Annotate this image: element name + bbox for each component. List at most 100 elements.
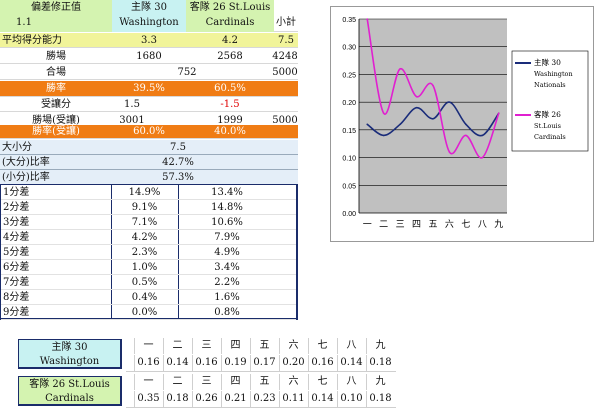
margin-away: 4.9% — [214, 247, 240, 258]
hwins-away: 1999 — [217, 115, 243, 126]
data-point — [448, 151, 451, 153]
line-chart: 0.00 0.05 0.10 0.15 0.20 0.25 0.30 0.35 一二三四五六七八… — [342, 17, 589, 230]
inning-header: 八 — [337, 338, 365, 354]
innings-home-label: 主隊 30 — [51, 342, 88, 353]
tie-total: 5000 — [272, 67, 298, 78]
inning-home-value: 0.16 — [134, 355, 162, 371]
tie-label: 合場 — [46, 67, 66, 78]
margin-row: 6分差 1.0% 3.4% — [1, 260, 296, 275]
avg-home: 3.3 — [141, 35, 157, 46]
hrate-label: 勝率(受讓) — [32, 126, 80, 137]
margin-label: 2分差 — [3, 202, 30, 213]
data-point — [382, 134, 385, 137]
margin-away: 10.6% — [211, 217, 243, 228]
handicap-label: 受讓分 — [41, 99, 71, 110]
home-label: 主隊 30 — [131, 2, 167, 13]
x-tick-label: 七 — [461, 219, 470, 230]
inning-header: 九 — [366, 374, 394, 390]
data-point — [366, 123, 369, 126]
inning-home-value: 0.18 — [366, 355, 394, 371]
data-point — [399, 68, 401, 70]
data-point — [465, 134, 467, 137]
winrate-home: 39.5% — [133, 83, 165, 94]
x-tick-label: 四 — [412, 220, 421, 230]
inning-header: 二 — [163, 374, 191, 390]
inning-header: 二 — [163, 338, 191, 354]
innings-away-label: 客隊 26 St.Louis — [29, 379, 110, 390]
margin-row: 9分差 0.0% 0.8% — [1, 305, 296, 320]
margin-label: 8分差 — [3, 292, 30, 303]
data-point — [415, 95, 418, 98]
wins-home: 1680 — [136, 51, 162, 62]
tie-value: 752 — [177, 67, 197, 78]
handicap-home: 1.5 — [124, 99, 140, 110]
inning-header: 六 — [279, 338, 307, 354]
inning-header: 五 — [250, 374, 278, 390]
y-tick-label: 0.25 — [342, 72, 356, 79]
wins-total: 4248 — [272, 51, 298, 62]
margin-away: 14.8% — [211, 202, 243, 213]
inning-away-value: 0.23 — [250, 391, 278, 407]
hwins-label: 勝場(受讓) — [32, 115, 80, 126]
under-label: (小分)比率 — [2, 172, 50, 183]
y-tick-label: 0.05 — [342, 183, 356, 190]
x-tick-label: 九 — [494, 219, 503, 230]
margin-home: 2.3% — [131, 247, 158, 258]
correction-value: 1.1 — [16, 17, 32, 28]
inning-header: 一 — [134, 374, 162, 390]
ou-label: 大小分 — [2, 142, 32, 153]
inning-header: 八 — [337, 374, 365, 390]
margin-label: 3分差 — [3, 217, 30, 228]
legend-entry: Washington — [534, 70, 573, 78]
legend-entry: St.Louis — [534, 122, 561, 130]
margin-row: 7分差 0.5% 2.2% — [1, 275, 296, 290]
margin-away: 1.6% — [214, 292, 240, 303]
x-tick-label: 二 — [379, 220, 388, 230]
inning-home-value: 0.19 — [221, 355, 249, 371]
under-value: 57.3% — [162, 172, 194, 183]
chart-panel: 0.00 0.05 0.10 0.15 0.20 0.25 0.30 0.35 一二三四五六七八… — [330, 6, 594, 242]
plot-area — [359, 19, 507, 213]
data-point — [415, 106, 418, 109]
avg-label: 平均得分能力 — [2, 35, 62, 46]
inning-header: 七 — [308, 374, 336, 390]
y-tick-label: 0.10 — [342, 156, 356, 163]
data-point — [399, 123, 401, 126]
correction-label: 偏差修正值 — [31, 2, 81, 13]
margin-away: 2.2% — [214, 277, 240, 288]
margin-row: 2分差 9.1% 14.8% — [1, 200, 296, 215]
margin-home: 9.1% — [131, 202, 158, 213]
y-tick-label: 0.35 — [342, 17, 356, 24]
inning-away-value: 0.35 — [134, 391, 162, 407]
margin-label: 4分差 — [3, 232, 30, 243]
hwins-home: 3001 — [119, 115, 145, 126]
data-point — [382, 112, 385, 115]
inning-header: 一 — [134, 338, 162, 354]
data-point — [366, 18, 369, 20]
margin-row: 3分差 7.1% 10.6% — [1, 215, 296, 230]
legend-entry: 客隊 26 — [534, 109, 561, 119]
margin-home: 0.4% — [131, 292, 158, 303]
inning-header: 三 — [192, 374, 220, 390]
winrate-label: 勝率 — [46, 83, 66, 94]
inning-away-value: 0.18 — [163, 391, 191, 407]
hrate-away: 40.0% — [214, 126, 246, 137]
inning-home-value: 0.20 — [279, 355, 307, 371]
x-tick-label: 三 — [396, 220, 405, 230]
away-team: Cardinals — [205, 17, 255, 28]
away-label: 客隊 26 St.Louis — [189, 2, 271, 13]
innings-away-label-box: 客隊 26 St.Louis Cardinals — [18, 376, 122, 406]
inning-home-value: 0.14 — [163, 355, 191, 371]
inning-header: 六 — [279, 374, 307, 390]
innings-away-team: Cardinals — [45, 393, 94, 404]
margin-home: 4.2% — [131, 232, 158, 243]
legend-entry: 主隊 30 — [534, 57, 561, 67]
data-point — [432, 117, 434, 120]
margin-label: 7分差 — [3, 277, 30, 288]
winrate-away: 60.5% — [214, 83, 246, 94]
inning-away-value: 0.14 — [308, 391, 336, 407]
data-point — [481, 156, 484, 159]
inning-away-value: 0.11 — [279, 391, 307, 407]
inning-away-value: 0.21 — [221, 391, 249, 407]
x-tick-label: 八 — [478, 220, 487, 230]
